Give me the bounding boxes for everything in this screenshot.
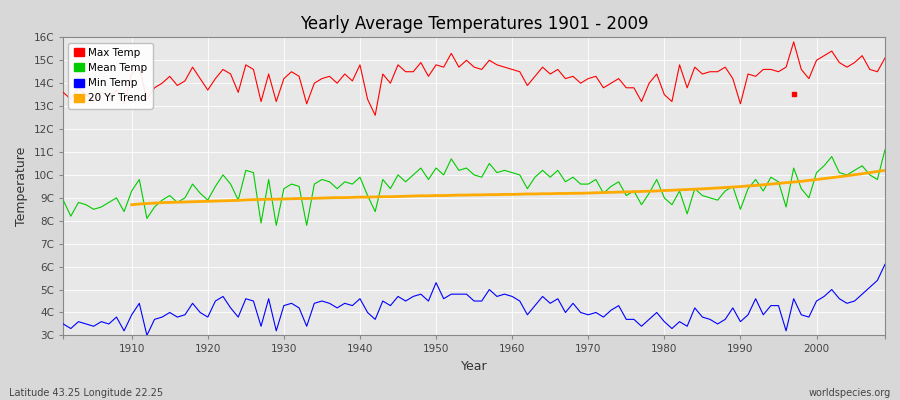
Text: Latitude 43.25 Longitude 22.25: Latitude 43.25 Longitude 22.25	[9, 388, 163, 398]
X-axis label: Year: Year	[461, 360, 488, 373]
Legend: Max Temp, Mean Temp, Min Temp, 20 Yr Trend: Max Temp, Mean Temp, Min Temp, 20 Yr Tre…	[68, 42, 152, 108]
Y-axis label: Temperature: Temperature	[15, 147, 28, 226]
Title: Yearly Average Temperatures 1901 - 2009: Yearly Average Temperatures 1901 - 2009	[300, 15, 648, 33]
Text: worldspecies.org: worldspecies.org	[809, 388, 891, 398]
